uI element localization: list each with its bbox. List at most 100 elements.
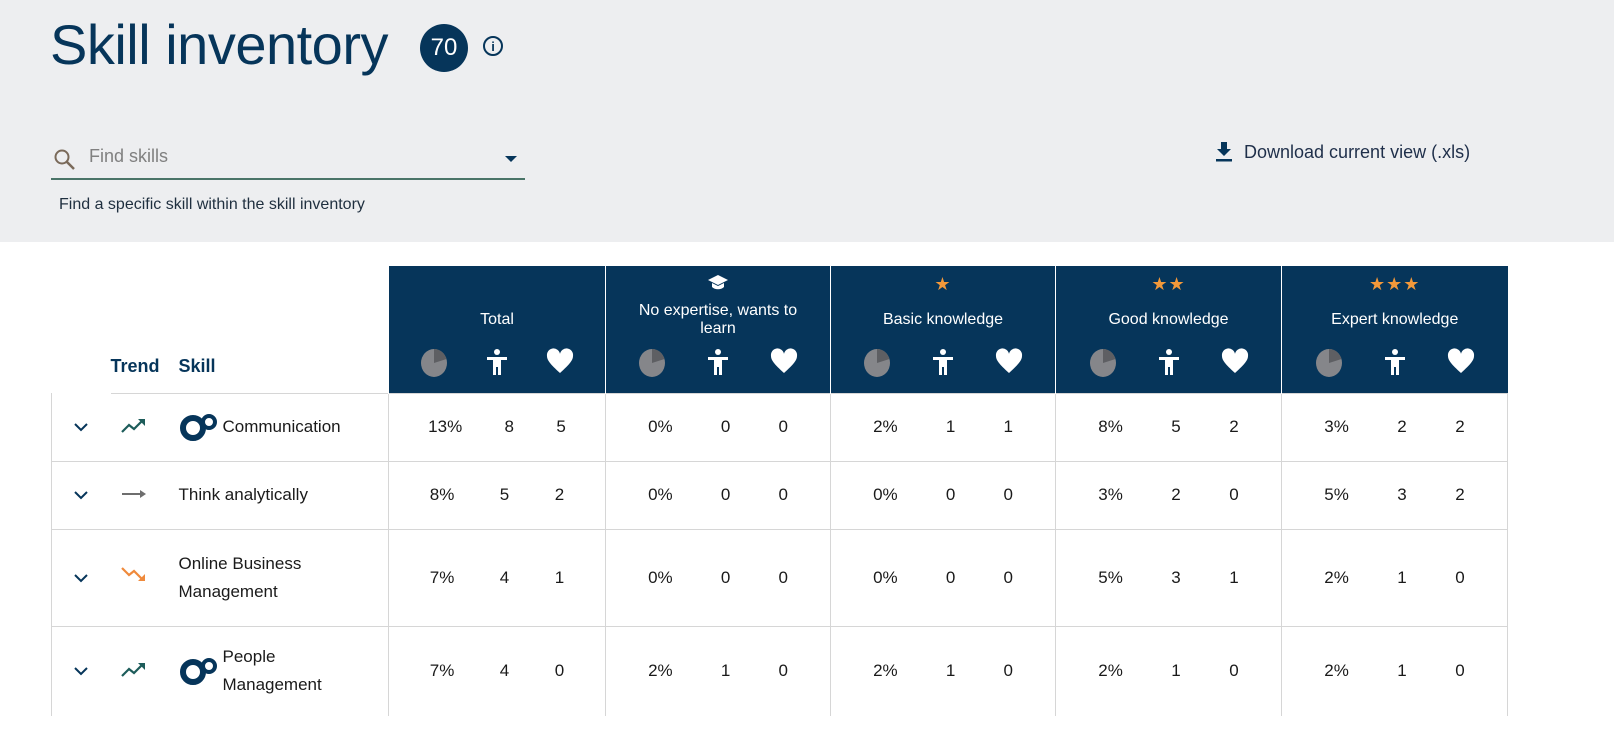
pie-chart-icon [421, 348, 447, 377]
interest-count-value: 0 [1003, 661, 1013, 681]
heart-icon [1221, 348, 1248, 373]
interest-count-value: 2 [1229, 417, 1239, 436]
people-count-value: 1 [1171, 661, 1181, 681]
people-count-value: 0 [720, 417, 731, 436]
person-icon [932, 349, 953, 375]
skill-logo-icon [179, 414, 217, 441]
interest-count-value: 0 [778, 417, 788, 436]
pie-chart-icon [639, 348, 666, 377]
col-trend[interactable]: Trend [110, 355, 160, 376]
group-header: No expertise, wants to learn [605, 266, 831, 393]
percent-value: 2% [1324, 661, 1349, 681]
percent-value: 8% [429, 485, 455, 504]
percent-value: 7% [429, 567, 455, 587]
people-count-value: 1 [1397, 661, 1407, 681]
people-count-value: 4 [499, 567, 510, 587]
people-count-value: 4 [499, 661, 510, 681]
table-row[interactable]: People Management 7% 4 0 2% 1 0 2% 1 0 2% 1 0 2% 1 0 [51, 625, 1508, 716]
interest-count-value: 0 [1455, 567, 1465, 587]
trend-up-icon [120, 418, 145, 433]
percent-value: 2% [873, 661, 898, 681]
col-skill[interactable]: Skill [178, 355, 216, 376]
heart-icon [995, 348, 1022, 373]
download-button[interactable]: Download current view (.xls) [1214, 141, 1470, 163]
percent-value: 0% [873, 567, 898, 587]
skill-name[interactable]: Communication [222, 417, 341, 436]
graduation-cap-icon [708, 275, 728, 290]
percent-value: 0% [873, 485, 898, 504]
group-header: Total [388, 266, 606, 393]
interest-count-value: 0 [1229, 661, 1239, 681]
page-title: Skill inventory [50, 13, 388, 76]
chevron-down-icon[interactable] [73, 490, 89, 500]
interest-count-value: 1 [1003, 417, 1013, 436]
heart-icon [546, 348, 574, 373]
interest-count-value: 2 [1455, 485, 1465, 504]
interest-count-value: 0 [1455, 661, 1465, 681]
people-count-value: 0 [720, 485, 731, 504]
interest-count-value: 5 [556, 417, 566, 436]
people-count-value: 0 [720, 567, 731, 587]
skill-name[interactable]: Think analytically [178, 485, 308, 504]
skill-count-badge: 70 [420, 24, 468, 72]
chevron-down-icon[interactable] [73, 573, 89, 583]
interest-count-value: 2 [554, 485, 565, 504]
trend-cell [110, 528, 179, 626]
person-icon [707, 349, 728, 375]
people-count-value: 1 [1397, 567, 1407, 587]
people-count-value: 1 [945, 417, 956, 436]
person-icon [487, 349, 507, 375]
download-icon [1216, 142, 1232, 162]
people-count-value: 5 [1171, 417, 1181, 436]
chevron-down-icon[interactable] [73, 422, 89, 432]
group-label: Total [480, 311, 514, 328]
percent-value: 0% [648, 485, 673, 504]
interest-count-value: 1 [1229, 567, 1239, 587]
chevron-down-icon[interactable] [73, 666, 89, 676]
search-input[interactable] [89, 146, 489, 167]
person-icon [1384, 349, 1405, 375]
percent-value: 0% [648, 417, 673, 436]
people-count-value: 3 [1397, 485, 1407, 504]
dropdown-caret-icon[interactable] [505, 156, 517, 162]
skill-logo-icon [179, 658, 217, 686]
star-icon: ★ [934, 274, 952, 294]
interest-count-value: 0 [778, 485, 788, 504]
trend-up-icon [120, 662, 145, 677]
group-label: Basic knowledge [882, 311, 1004, 328]
percent-value: 8% [1098, 417, 1123, 436]
people-count-value: 5 [499, 485, 510, 504]
table-row[interactable]: Communication 13% 8 5 0% 0 0 2% 1 1 8% 5 2 3% 2 2 [51, 392, 1508, 461]
skill-search[interactable] [51, 140, 525, 180]
trend-cell [110, 460, 179, 529]
info-icon[interactable]: i [483, 36, 503, 56]
star-icon: ★★ [1151, 274, 1186, 294]
pie-chart-icon [1089, 348, 1116, 377]
interest-count-value: 2 [1455, 417, 1465, 436]
skill-name[interactable]: Online Business Management [178, 553, 302, 601]
download-label: Download current view (.xls) [1244, 141, 1471, 162]
percent-value: 5% [1098, 567, 1123, 587]
trend-cell [110, 625, 179, 716]
group-label: Good knowledge [1108, 311, 1229, 328]
interest-count-value: 0 [778, 567, 788, 587]
trend-flat-icon [121, 490, 146, 498]
percent-value: 2% [648, 661, 673, 681]
skill-table: Trend Skill Total No expertise, wants to … [51, 266, 1508, 716]
table-row[interactable]: Think analytically 8% 5 2 0% 0 0 0% 0 0 3% 2 0 5% 3 2 [51, 460, 1508, 529]
people-count-value: 8 [504, 417, 515, 436]
table-row[interactable]: Online Business Management 7% 4 1 0% 0 0 0% 0 0 5%… [51, 528, 1508, 626]
percent-value: 2% [873, 417, 898, 436]
page-header: Skill inventory 70 i Find a specific ski… [0, 0, 1614, 242]
percent-value: 13% [428, 417, 463, 436]
skill-name[interactable]: People Management [222, 647, 322, 695]
percent-value: 2% [1324, 567, 1349, 587]
interest-count-value: 1 [554, 567, 565, 587]
search-hint: Find a specific skill within the skill i… [59, 196, 365, 213]
search-icon [54, 149, 75, 170]
interest-count-value: 0 [1003, 567, 1013, 587]
people-count-value: 1 [720, 661, 731, 681]
heart-icon [1447, 348, 1474, 373]
heart-icon [770, 348, 797, 373]
pie-chart-icon [1315, 348, 1342, 377]
